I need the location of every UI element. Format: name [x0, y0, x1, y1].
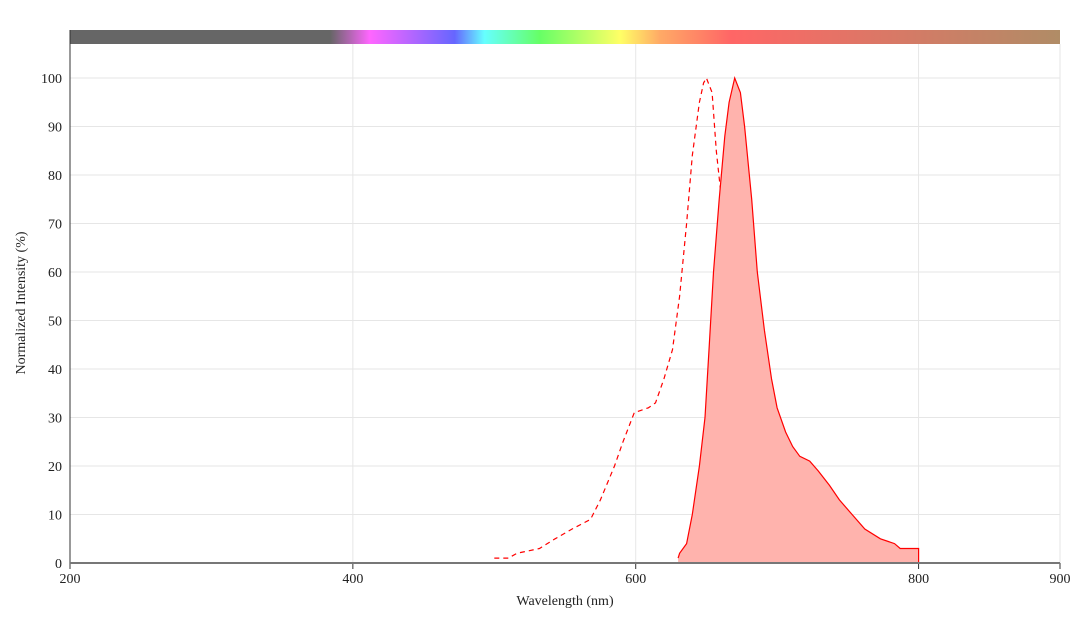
x-axis-label: Wavelength (nm) — [516, 594, 614, 609]
y-tick-label: 40 — [48, 363, 62, 378]
spectrum-color-bar — [70, 30, 1060, 44]
y-tick-label: 30 — [48, 412, 62, 427]
y-tick-label: 50 — [48, 315, 62, 330]
y-tick-label: 10 — [48, 509, 62, 524]
y-tick-label: 0 — [55, 557, 62, 572]
x-tick-label: 200 — [60, 572, 81, 587]
axes: 0 10 20 30 40 50 60 70 80 90 100 200 400 600 800 900 — [41, 30, 1071, 587]
x-tick-label: 800 — [908, 572, 929, 587]
y-axis-label: Normalized Intensity (%) — [14, 231, 29, 374]
y-tick-label: 60 — [48, 266, 62, 281]
x-tick-label: 400 — [342, 572, 363, 587]
grid — [69, 44, 1061, 564]
x-tick-label: 900 — [1050, 572, 1071, 587]
emission-area — [678, 78, 919, 563]
y-tick-label: 80 — [48, 169, 62, 184]
y-tick-label: 100 — [41, 72, 62, 87]
emission-line — [677, 75, 920, 563]
series-layer — [494, 75, 920, 563]
x-tick-label: 600 — [625, 572, 646, 587]
excitation-line — [494, 76, 778, 563]
y-tick-label: 90 — [48, 121, 62, 136]
y-tick-label: 70 — [48, 218, 62, 233]
y-tick-label: 20 — [48, 460, 62, 475]
